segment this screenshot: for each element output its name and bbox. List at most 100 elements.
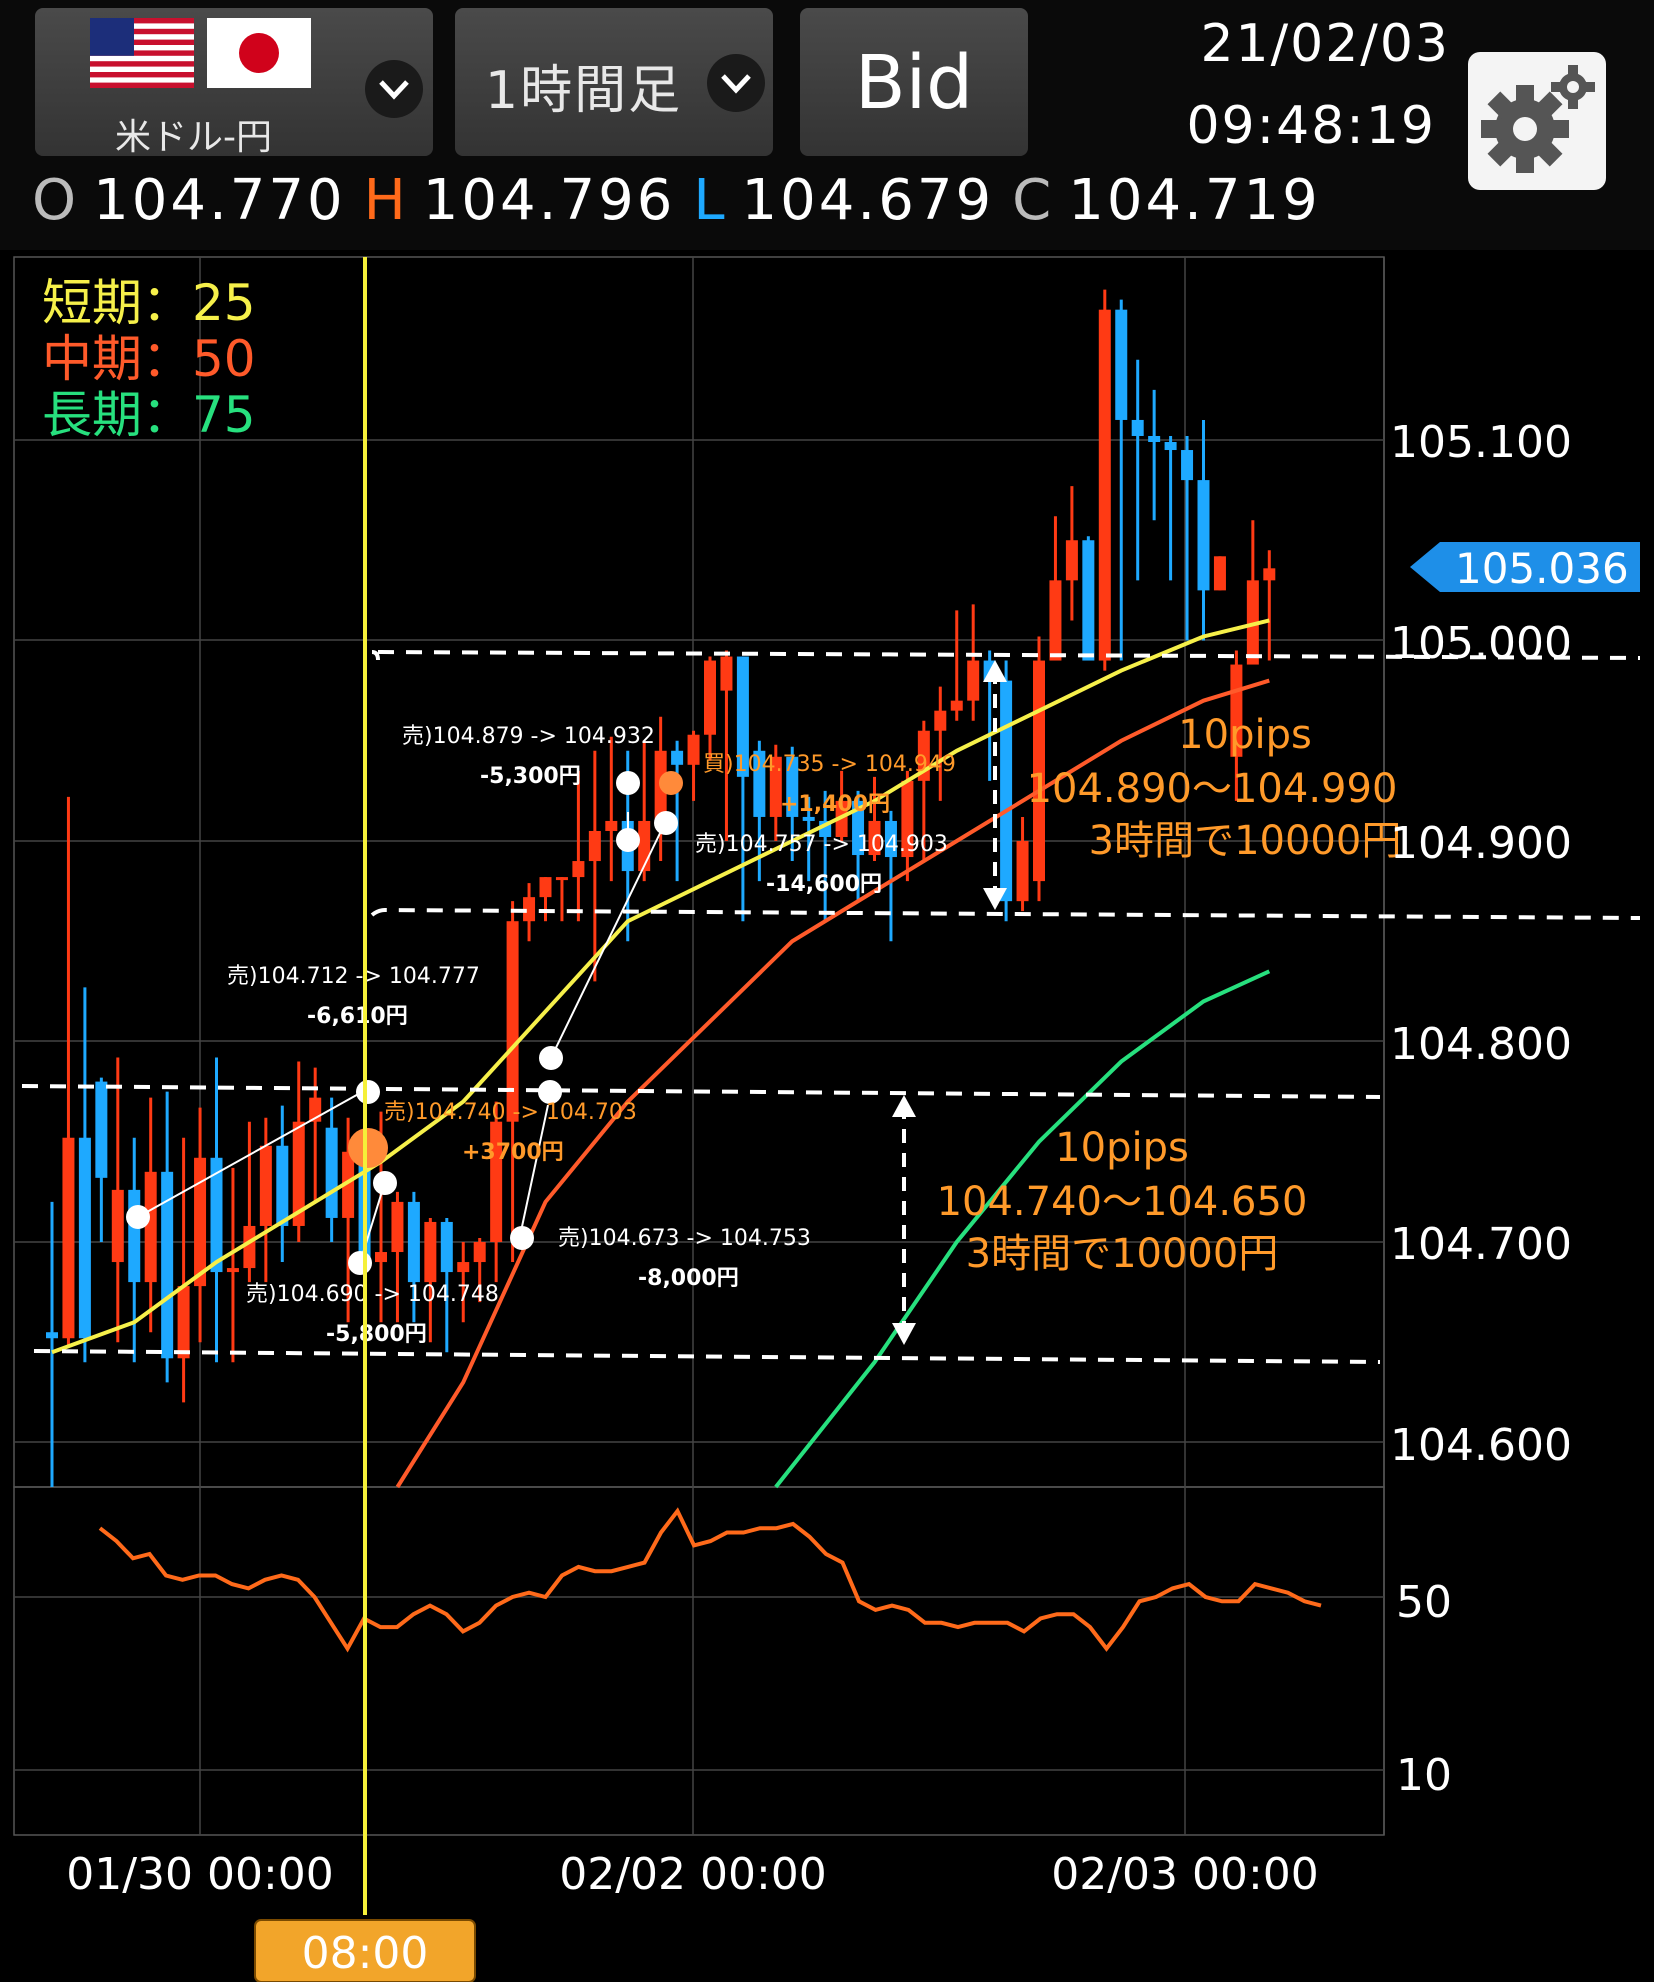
candle-body — [1033, 660, 1045, 882]
time-axis-label: 02/02 00:00 — [559, 1849, 827, 1900]
candle-body — [161, 1171, 174, 1359]
candle-body — [1164, 442, 1177, 451]
timeframe-selector[interactable]: 1時間足 — [455, 8, 773, 156]
close-key: C — [1012, 168, 1055, 233]
candle-body — [687, 734, 700, 765]
settings-button[interactable] — [1468, 52, 1606, 190]
candle-body — [950, 700, 963, 711]
arrow-down-icon — [892, 1323, 916, 1345]
ohlc-readout: O 104.770 H 104.796 L 104.679 C 104.719 — [32, 168, 1339, 233]
candle-body — [259, 1145, 272, 1226]
candle-body — [901, 780, 914, 858]
candle-body — [177, 1286, 190, 1359]
currency-pair-selector[interactable]: 米ドル-円 — [35, 8, 433, 158]
oscillator-line — [98, 1507, 1322, 1653]
trade-entry-dot[interactable] — [126, 1205, 150, 1229]
us-flag-icon — [90, 18, 194, 88]
arrow-down-icon — [983, 888, 1007, 910]
trade-label: 売)104.673 -> 104.753 — [558, 1226, 811, 1251]
candle-body — [276, 1145, 289, 1226]
chevron-down-icon[interactable] — [365, 60, 423, 118]
candle-body — [62, 1137, 75, 1339]
candle-body — [1197, 480, 1210, 591]
trade-entry-dot[interactable] — [616, 771, 640, 795]
price-axis-label: 104.600 — [1390, 1420, 1572, 1471]
trade-exit-dot[interactable] — [356, 1080, 380, 1104]
timeframe-label: 1時間足 — [485, 61, 683, 121]
low-key: L — [693, 168, 728, 233]
candle-body — [1082, 540, 1095, 661]
candle-body — [1115, 309, 1128, 420]
trade-entry-dot-buy[interactable] — [348, 1128, 388, 1168]
ma-short-line — [51, 618, 1270, 1355]
candle-body — [226, 1268, 239, 1273]
note-target: 3時間で10000円 — [966, 1231, 1279, 1277]
range-box-lower — [21, 1084, 1381, 1364]
candle-body — [1016, 841, 1029, 902]
candle-body — [704, 660, 716, 735]
open-key: O — [32, 168, 80, 233]
candle-body — [753, 750, 766, 817]
candle-body — [539, 877, 552, 898]
candle-body — [440, 1221, 453, 1273]
price-chart[interactable]: 売)104.879 -> 104.932 -5,300円 買)104.735 -… — [0, 250, 1654, 1982]
candle-body — [144, 1171, 157, 1283]
low-value: 104.679 — [741, 168, 995, 233]
trade-label: 売)104.757 -> 104.903 — [695, 832, 948, 857]
legend-short-ma: 短期：25 — [42, 274, 256, 332]
candle-body — [736, 656, 749, 777]
japan-flag-icon — [207, 18, 311, 88]
toolbar: 米ドル-円 1時間足 Bid 21/02/03 09:48:19 — [0, 0, 1654, 250]
price-axis-label: 104.700 — [1390, 1219, 1572, 1270]
candle-body — [78, 1137, 91, 1339]
trade-arrows — [137, 812, 664, 1264]
candle-body — [194, 1157, 207, 1287]
candle-body — [1263, 568, 1276, 581]
trade-entry-dot[interactable] — [510, 1226, 534, 1250]
candle-body — [1065, 540, 1078, 581]
candle-body — [786, 756, 799, 817]
candle-body — [95, 1081, 108, 1178]
trade-exit-dot[interactable] — [539, 1046, 563, 1070]
candlestick-series — [46, 289, 1276, 1487]
candle-body — [572, 861, 585, 878]
trade-label: 売)104.740 -> 104.703 — [384, 1100, 637, 1125]
trade-label: 売)104.712 -> 104.777 — [227, 964, 480, 989]
open-value: 104.770 — [93, 168, 346, 233]
price-axis-label: 105.000 — [1390, 618, 1572, 669]
oscillator-axis-label: 10 — [1396, 1750, 1452, 1801]
crosshair-time-label: 08:00 — [302, 1928, 429, 1979]
trade-entry-dot-buy[interactable] — [659, 771, 683, 795]
current-price-tag: 105.036 — [1410, 542, 1640, 593]
trade-label: 売)104.879 -> 104.932 — [402, 724, 655, 749]
price-axis-label: 104.800 — [1390, 1019, 1572, 1070]
trade-exit-dot[interactable] — [373, 1171, 397, 1195]
note-range: 104.740〜104.650 — [937, 1179, 1308, 1225]
candle-body — [243, 1225, 256, 1269]
trade-label: 買)104.735 -> 104.949 — [703, 752, 956, 777]
trade-entry-dot[interactable] — [348, 1251, 372, 1275]
price-type-button[interactable]: Bid — [800, 8, 1028, 156]
candle-body — [769, 756, 782, 817]
price-type-label: Bid — [854, 40, 974, 126]
crosshair-time-tag: 08:00 — [254, 1919, 476, 1982]
candle-body — [1148, 435, 1161, 443]
candle-body — [325, 1127, 338, 1218]
trade-exit-dot[interactable] — [616, 828, 640, 852]
price-axis-label: 104.900 — [1390, 818, 1572, 869]
candle-body — [605, 820, 618, 831]
candle-body — [1098, 309, 1111, 661]
candle-body — [490, 1121, 503, 1242]
candle-body — [1181, 450, 1194, 481]
trade-label: 売)104.690 -> 104.748 — [246, 1282, 499, 1307]
candle-body — [868, 820, 881, 856]
note-target: 3時間で10000円 — [1089, 818, 1402, 864]
arrow-up-icon — [892, 1095, 916, 1117]
chevron-down-icon[interactable] — [707, 54, 765, 112]
oscillator-panel-frame — [13, 1486, 1385, 1836]
high-key: H — [363, 168, 409, 233]
trade-exit-dot[interactable] — [538, 1080, 562, 1104]
high-value: 104.796 — [422, 168, 676, 233]
trade-markers — [126, 771, 683, 1275]
trade-exit-dot[interactable] — [654, 811, 678, 835]
